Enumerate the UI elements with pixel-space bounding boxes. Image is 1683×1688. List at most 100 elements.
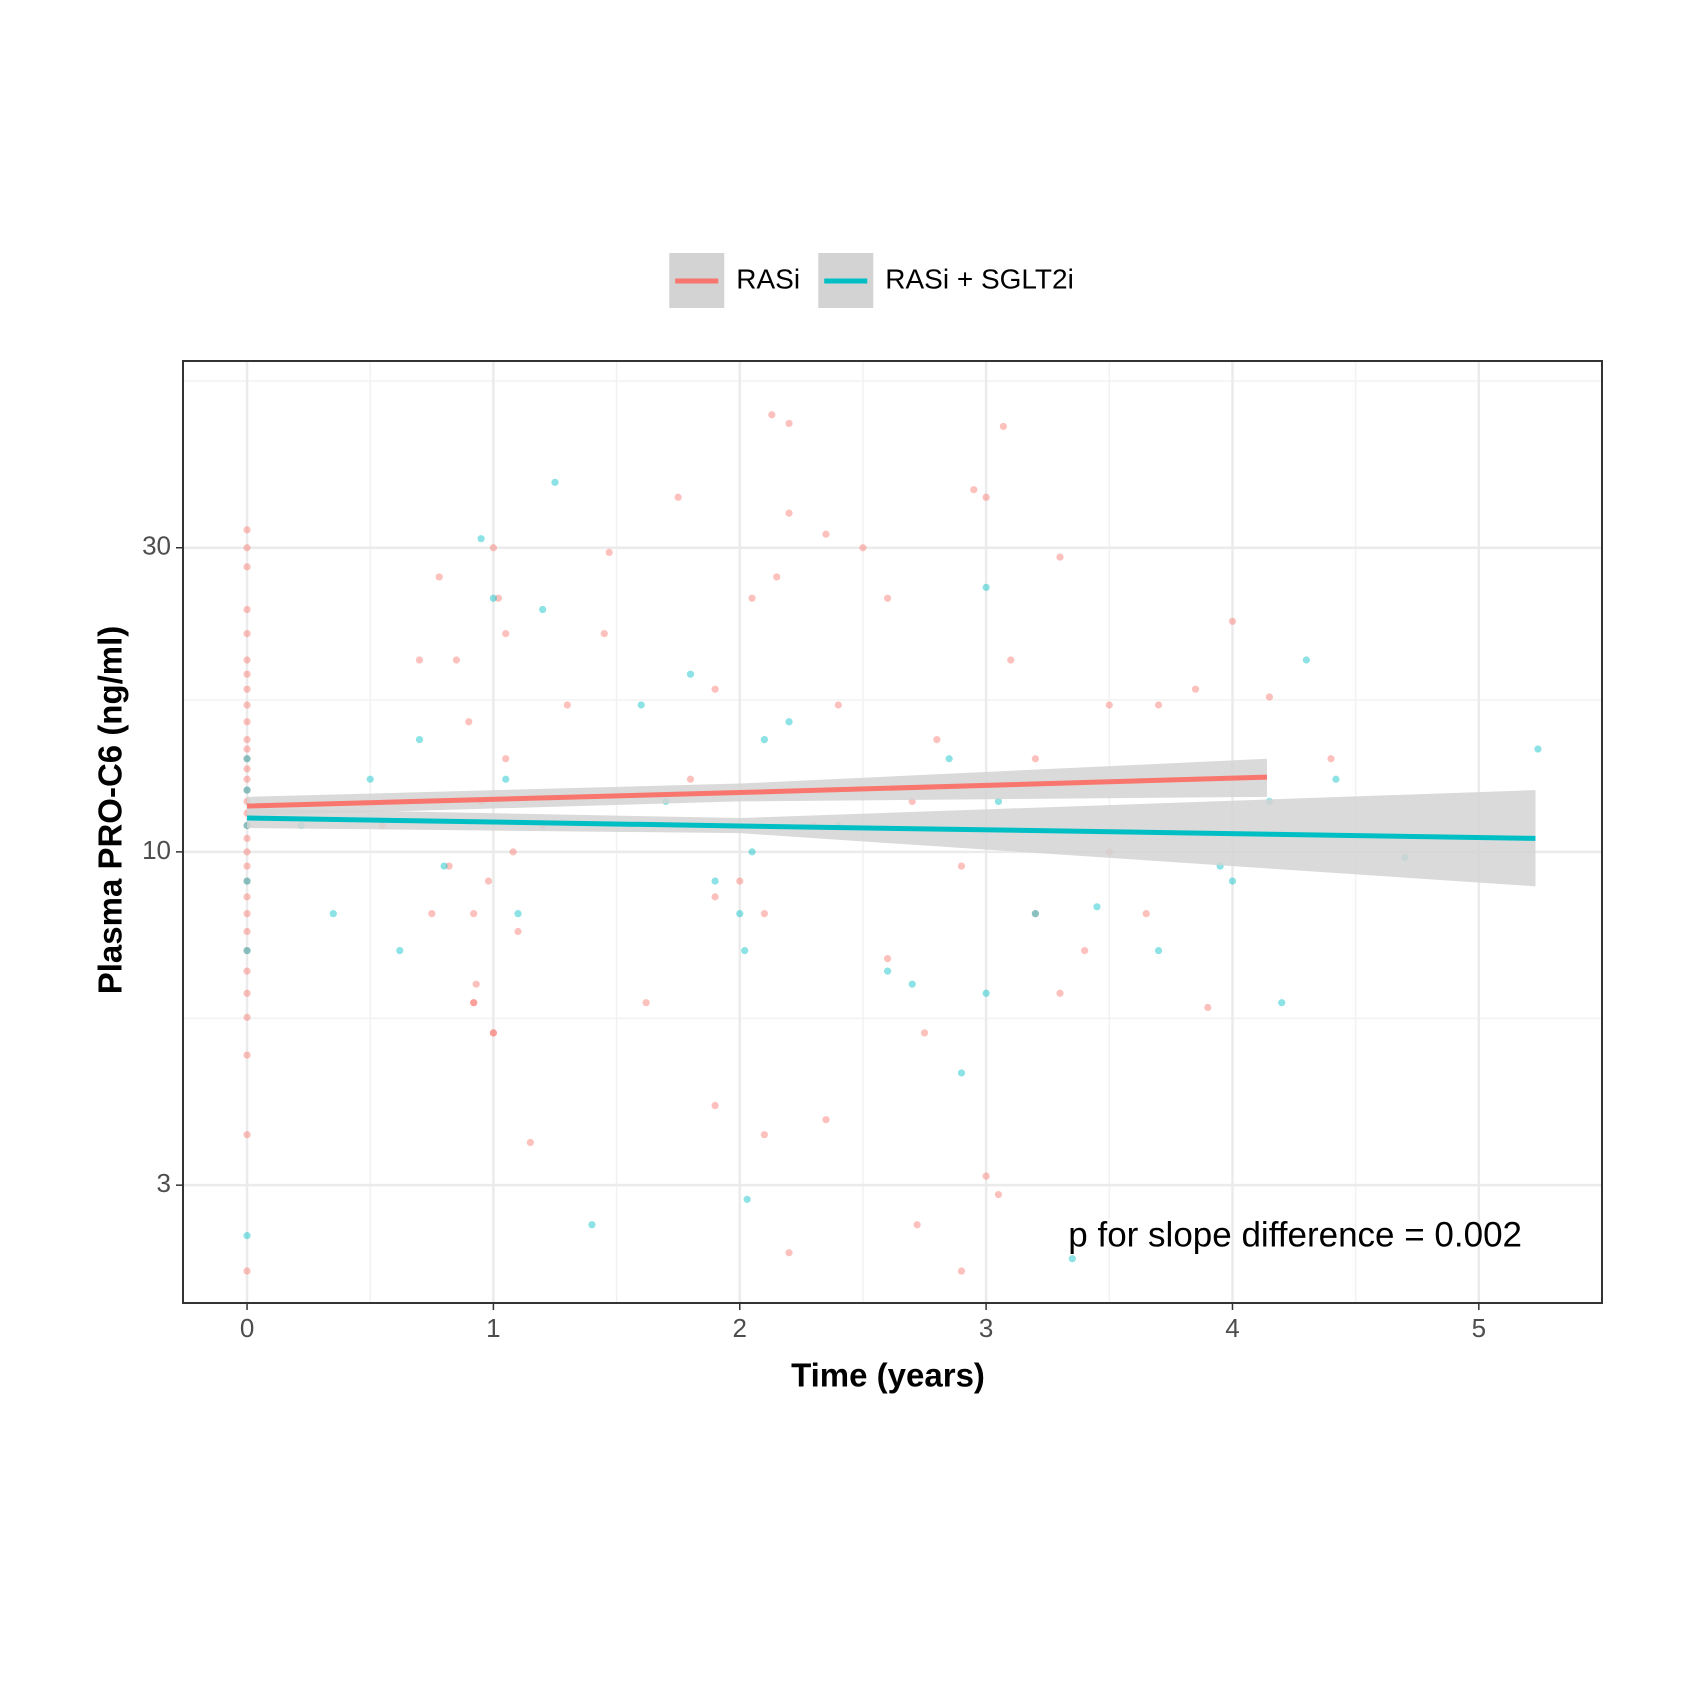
point — [539, 605, 547, 614]
point — [883, 967, 892, 975]
point — [1142, 910, 1150, 918]
point — [785, 1249, 793, 1257]
point — [470, 999, 478, 1007]
point — [945, 755, 953, 763]
point — [711, 1101, 719, 1110]
point — [428, 910, 436, 918]
point — [1332, 775, 1340, 783]
point — [743, 1195, 751, 1203]
y-tick-label: 10 — [142, 835, 171, 865]
point — [1105, 701, 1113, 709]
point — [243, 1131, 251, 1139]
point — [982, 989, 990, 997]
x-axis-label: Time (years) — [791, 1357, 985, 1394]
annotation: p for slope difference = 0.002 — [1068, 1215, 1522, 1254]
point — [243, 1232, 251, 1240]
point — [859, 544, 867, 552]
y-tick-label: 30 — [142, 531, 171, 561]
point — [243, 775, 251, 783]
point — [1228, 617, 1237, 625]
point — [748, 594, 756, 602]
point — [452, 656, 461, 664]
point — [748, 848, 756, 856]
point — [883, 594, 892, 602]
point — [711, 877, 719, 885]
point — [243, 670, 251, 678]
point — [760, 1131, 768, 1139]
y-axis-label: Plasma PRO-C6 (ng/ml) — [92, 626, 129, 995]
point — [243, 544, 251, 552]
point — [760, 910, 768, 918]
legend: RASi RASi + SGLT2i — [669, 253, 1074, 308]
point — [957, 1069, 966, 1077]
point — [514, 910, 522, 918]
point — [243, 848, 251, 856]
point — [243, 1013, 251, 1021]
point — [711, 893, 719, 901]
point — [913, 1221, 921, 1229]
point — [883, 955, 892, 963]
point — [1191, 685, 1200, 693]
point — [243, 989, 251, 997]
fit-line — [246, 774, 1268, 809]
point — [920, 1029, 929, 1037]
point — [1031, 910, 1039, 918]
point — [1007, 656, 1015, 664]
plot-border — [182, 360, 1603, 1304]
point — [243, 834, 251, 842]
point — [1031, 910, 1039, 918]
point — [243, 755, 251, 763]
point — [243, 862, 251, 870]
point — [1056, 989, 1064, 997]
point — [822, 1116, 830, 1124]
point — [994, 797, 1003, 806]
point — [957, 862, 966, 870]
point — [736, 910, 744, 918]
point — [588, 1221, 596, 1229]
point — [243, 718, 251, 726]
point — [994, 1190, 1003, 1199]
point — [465, 718, 473, 726]
point — [605, 548, 613, 557]
point — [243, 701, 251, 709]
point — [957, 1267, 966, 1275]
point — [637, 701, 645, 709]
x-tick-label: 4 — [1225, 1313, 1239, 1343]
point — [736, 877, 744, 885]
point — [243, 526, 251, 534]
point — [243, 1051, 251, 1059]
x-tick-label: 5 — [1472, 1313, 1486, 1343]
point — [999, 422, 1007, 431]
point — [502, 755, 510, 763]
point — [243, 755, 251, 763]
point — [509, 848, 517, 856]
point — [551, 478, 559, 486]
point — [1278, 999, 1286, 1007]
point — [243, 685, 251, 693]
point — [1534, 745, 1542, 753]
point — [773, 573, 781, 581]
point — [686, 775, 695, 783]
fit-line — [247, 815, 1536, 841]
point — [243, 893, 251, 901]
point — [243, 927, 251, 936]
point — [982, 493, 990, 501]
point — [785, 509, 793, 517]
point — [243, 947, 251, 955]
point — [243, 877, 251, 885]
point — [982, 583, 990, 591]
point — [243, 786, 251, 794]
point — [472, 980, 480, 988]
point — [494, 594, 502, 602]
point — [1154, 947, 1163, 955]
point — [415, 656, 424, 664]
point — [933, 736, 941, 744]
point — [502, 775, 510, 783]
point — [329, 910, 337, 918]
point — [768, 411, 776, 419]
point — [1204, 1003, 1212, 1012]
point — [674, 493, 682, 501]
point — [1031, 755, 1039, 763]
